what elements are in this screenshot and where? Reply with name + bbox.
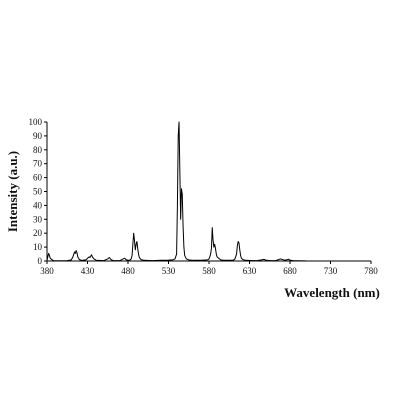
x-axis-ticks: 380 430 480 530 580 630 680 730 780	[40, 261, 378, 276]
y-tick-label: 70	[33, 159, 43, 169]
y-tick-label: 50	[33, 187, 43, 197]
y-tick-label: 10	[33, 242, 43, 252]
x-tick-label: 530	[162, 266, 176, 276]
x-tick-label: 430	[81, 266, 95, 276]
y-axis-ticks: 0 10 20 30 40 50 60 70 80 90 100	[29, 117, 47, 266]
spectrum-line	[46, 121, 307, 262]
y-tick-label: 90	[33, 131, 43, 141]
x-tick-label: 380	[40, 266, 54, 276]
y-tick-label: 60	[33, 173, 43, 183]
y-tick-label: 30	[33, 214, 43, 224]
y-axis-label: Intensity (a.u.)	[5, 151, 20, 232]
x-tick-label: 730	[324, 266, 338, 276]
y-tick-label: 0	[38, 256, 43, 266]
x-tick-label: 630	[243, 266, 257, 276]
x-tick-label: 680	[283, 266, 297, 276]
x-tick-label: 780	[364, 266, 378, 276]
y-tick-label: 40	[33, 200, 43, 210]
x-axis-label: Wavelength (nm)	[284, 285, 380, 300]
x-tick-label: 480	[121, 266, 135, 276]
y-tick-label: 20	[33, 228, 43, 238]
x-tick-label: 580	[202, 266, 216, 276]
y-tick-label: 100	[29, 117, 43, 127]
y-tick-label: 80	[33, 145, 43, 155]
plot-area: 380 430 480 530 580 630 680 730 780 0 10 20 30 40 50 6…	[29, 117, 379, 276]
